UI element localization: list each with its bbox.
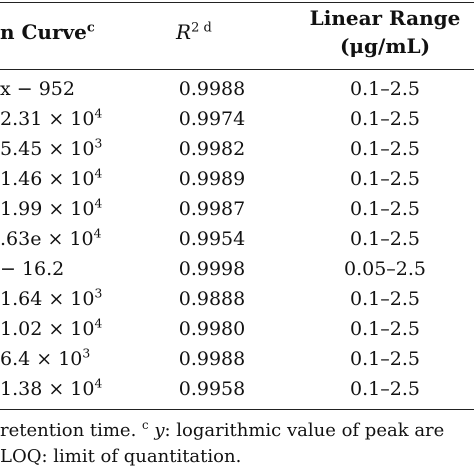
exponent: 4	[93, 226, 102, 241]
table-cell-calibration-curve: 1.38 × 104	[0, 376, 103, 400]
table-cell-r2: 0.9954	[178, 228, 246, 250]
table-cell-r2: 0.9998	[178, 258, 246, 280]
footnote-line-1: retention time. c y: logarithmic value o…	[0, 418, 445, 441]
table-cell-r2: 0.9980	[178, 318, 246, 340]
table-cell-calibration-curve: x − 952	[0, 78, 75, 100]
table-cell-calibration-curve: 1.64 × 103	[0, 286, 103, 310]
table-cell-r2: 0.9982	[178, 138, 246, 160]
table-cell-linear-range: 0.1–2.5	[350, 348, 420, 370]
table-top-rule	[0, 2, 474, 3]
header-r2: R2 d	[176, 20, 212, 44]
exponent: 4	[94, 196, 103, 211]
header-linear-range-unit: (μg/mL)	[339, 34, 431, 58]
footnote-line-2: LOQ: limit of quantitation.	[0, 446, 242, 467]
exponent: 3	[82, 346, 91, 361]
table-cell-r2: 0.9989	[178, 168, 246, 190]
header-calibration-footnote-mark: c	[86, 20, 95, 36]
table-cell-linear-range: 0.1–2.5	[350, 288, 420, 310]
exponent: 4	[94, 166, 103, 181]
table-cell-r2: 0.9987	[178, 198, 246, 220]
table-cell-linear-range: 0.1–2.5	[350, 168, 420, 190]
exponent: 4	[94, 316, 103, 331]
table-cell-linear-range: 0.1–2.5	[350, 228, 420, 250]
header-r2-superscript: 2 d	[191, 20, 212, 36]
table-cell-calibration-curve: 2.31 × 104	[0, 106, 103, 130]
table-header-rule	[0, 69, 474, 70]
exponent: 3	[94, 136, 103, 151]
table-cell-calibration-curve: .63e × 104	[0, 226, 102, 250]
table-cell-linear-range: 0.1–2.5	[350, 318, 420, 340]
table-cell-linear-range: 0.1–2.5	[350, 138, 420, 160]
exponent: 4	[94, 376, 103, 391]
table-cell-linear-range: 0.1–2.5	[350, 378, 420, 400]
table-cell-r2: 0.9958	[178, 378, 246, 400]
table-cell-calibration-curve: 6.4 × 103	[0, 346, 91, 370]
table-cell-r2: 0.9988	[178, 78, 246, 100]
table-cell-linear-range: 0.1–2.5	[350, 198, 420, 220]
table-cell-linear-range: 0.1–2.5	[350, 78, 420, 100]
table-cell-r2: 0.9974	[178, 108, 246, 130]
header-linear-range: Linear Range (μg/mL)	[300, 6, 470, 58]
table-cell-linear-range: 0.05–2.5	[343, 258, 427, 280]
table-cell-r2: 0.9888	[178, 288, 246, 310]
table-cell-linear-range: 0.1–2.5	[350, 108, 420, 130]
table-cell-calibration-curve: 1.99 × 104	[0, 196, 103, 220]
table-cell-calibration-curve: 1.46 × 104	[0, 166, 103, 190]
header-calibration-curve: n Curvec	[0, 20, 95, 44]
table-cell-calibration-curve: 5.45 × 103	[0, 136, 103, 160]
table-cell-calibration-curve: − 16.2	[0, 258, 65, 280]
footnote-c-mark: c	[142, 418, 149, 432]
table-cell-r2: 0.9988	[178, 348, 246, 370]
table-bottom-rule	[0, 409, 474, 410]
exponent: 3	[94, 286, 103, 301]
exponent: 4	[94, 106, 103, 121]
table-cell-calibration-curve: 1.02 × 104	[0, 316, 103, 340]
